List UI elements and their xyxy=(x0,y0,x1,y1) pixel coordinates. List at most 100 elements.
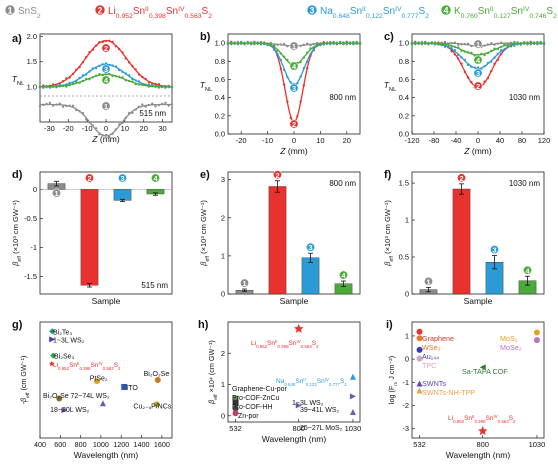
text-span: log (F xyxy=(387,385,396,404)
series-number-label: 3 xyxy=(120,174,124,183)
series-3-data-point xyxy=(114,65,118,68)
series-number-badge xyxy=(94,4,106,16)
text-span: II xyxy=(275,339,277,344)
text-span: (mm) xyxy=(98,134,120,144)
series-2-data-point xyxy=(108,39,111,42)
text-span: (×10³ cm GW⁻¹) xyxy=(383,200,392,256)
series-1-data-point xyxy=(496,42,499,45)
panel-letter: g) xyxy=(12,319,23,331)
wavelength-annotation: 515 nm xyxy=(139,109,166,118)
text-span: SnS xyxy=(18,6,37,17)
series-4-data-point xyxy=(151,85,154,88)
point-label: 72~74L WS₂ xyxy=(70,393,110,400)
marker-circle xyxy=(154,377,161,383)
series-4-data-point xyxy=(306,51,309,54)
x-tick-label: 800 xyxy=(292,424,305,433)
text-span: 2 xyxy=(425,13,429,20)
series-2-data-point xyxy=(94,44,98,47)
series-2-data-point xyxy=(463,70,466,74)
series-1-data-point xyxy=(65,104,68,108)
series-4-data-point xyxy=(160,85,164,89)
point-label: Na0.648SnII0.122SnIV0.777S2 xyxy=(276,377,347,387)
series-1-data-point xyxy=(309,43,312,47)
x-tick-label: 10 xyxy=(316,136,324,145)
text-span: IV xyxy=(325,377,329,382)
series-number-badge xyxy=(289,119,299,129)
text-span: β xyxy=(199,261,208,267)
series-number-label: 1 xyxy=(54,189,58,198)
marker-triangle xyxy=(61,407,68,414)
series-4-data-point xyxy=(526,41,529,44)
legend-entry: Li0.952SnII0.398SnIV0.563S2 xyxy=(108,6,212,20)
y-tick-label: 0 xyxy=(405,290,409,299)
series-4-data-point xyxy=(335,42,339,45)
series-4-data-point xyxy=(137,83,141,86)
y-tick-label: 1.0 xyxy=(399,39,409,48)
series-3-data-point xyxy=(466,63,470,67)
text-span: Z xyxy=(91,134,98,144)
point-label: Graphene xyxy=(422,334,454,343)
text-span: S xyxy=(546,6,553,17)
marker-triangle xyxy=(99,400,106,407)
series-1-data-point xyxy=(160,102,164,106)
series-1-data-point xyxy=(127,112,131,115)
text-span: -β xyxy=(19,398,28,405)
series-number-label: 2 xyxy=(98,6,103,16)
series-4-data-point xyxy=(279,52,282,55)
text-span: β xyxy=(383,261,392,267)
series-number-label: 3 xyxy=(292,84,296,93)
series-4-data-point xyxy=(52,84,55,88)
series-4-data-point xyxy=(529,43,532,46)
series-4-data-point xyxy=(259,41,263,45)
series-4-data-point xyxy=(348,42,352,45)
text-span: Na xyxy=(276,378,285,385)
series-1-data-point xyxy=(81,112,85,115)
series-4-data-point xyxy=(246,41,249,45)
series-4-data-point xyxy=(476,53,480,57)
series-4-data-point xyxy=(104,73,108,76)
x-axis-title: Z (mm) xyxy=(91,134,120,144)
series-2-data-point xyxy=(157,83,160,86)
y-tick-label: 0.5 xyxy=(399,253,409,262)
marker-triangle xyxy=(349,409,356,415)
series-4-data-point xyxy=(427,42,430,46)
text-span: 0.648 xyxy=(333,13,350,20)
text-span: 0.563 xyxy=(185,13,202,20)
text-span: IV xyxy=(493,414,497,419)
series-2-data-point xyxy=(98,41,101,44)
text-span: II xyxy=(77,360,79,365)
bar-2 xyxy=(268,186,287,295)
series-4-data-point xyxy=(121,76,124,79)
x-tick-label: 1030 xyxy=(345,424,362,433)
series-1-data-point xyxy=(38,104,42,108)
y-tick-label: 0.8 xyxy=(399,57,409,66)
series-4-data-point xyxy=(75,81,78,84)
series-4-data-point xyxy=(463,50,466,53)
series-1-data-point xyxy=(137,105,141,109)
series-3-data-point xyxy=(309,53,312,56)
series-1-data-point xyxy=(134,108,137,111)
scatter-plot-frame xyxy=(411,321,545,439)
series-2-data-point xyxy=(88,51,91,54)
y-tick-label: 2 xyxy=(221,213,225,222)
y-tick-label: 0.2 xyxy=(399,111,409,120)
series-4-data-point xyxy=(358,42,362,45)
series-2-data-point xyxy=(134,68,137,71)
text-span: 2 xyxy=(316,344,319,349)
series-3-data-point xyxy=(470,65,473,68)
point-label: PtSe₂ xyxy=(90,376,108,383)
series-number-badge xyxy=(289,83,299,93)
point-label: ITO xyxy=(126,385,138,392)
series-number-label: 3 xyxy=(492,246,496,255)
marker-triangle xyxy=(295,402,302,409)
text-span: 2 xyxy=(208,13,212,20)
series-4-data-point xyxy=(230,43,233,46)
point-label: Bi₂O₂Se xyxy=(144,371,170,378)
series-1-data-point xyxy=(48,101,52,105)
series-1-data-point xyxy=(486,43,490,46)
series-1-data-point xyxy=(68,104,71,107)
series-1-data-point xyxy=(85,118,88,121)
y-tick-label: 0.0 xyxy=(215,130,225,139)
text-span: 0.563 xyxy=(498,419,510,424)
series-4-data-point xyxy=(48,85,52,88)
